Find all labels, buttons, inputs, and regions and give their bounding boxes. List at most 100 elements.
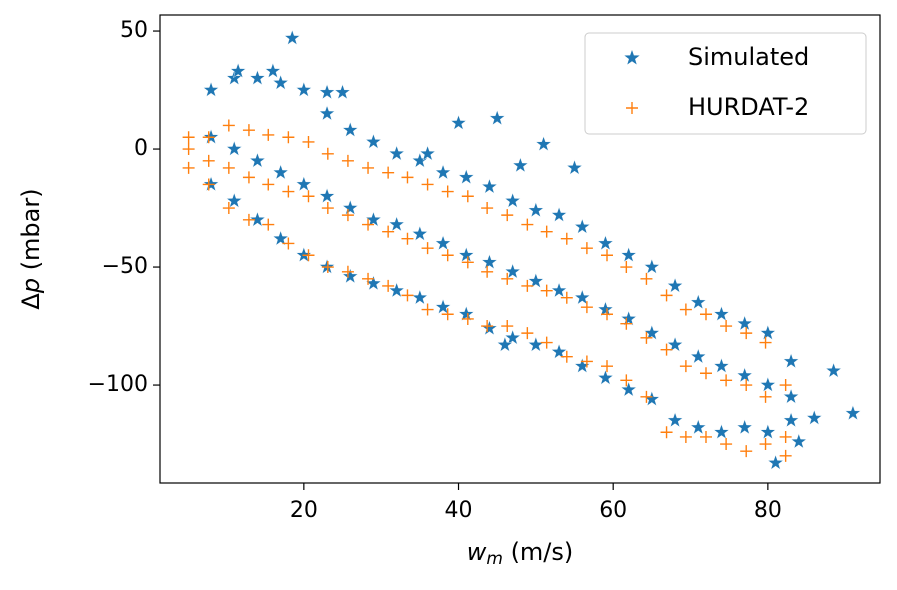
hurdat-point — [560, 291, 573, 304]
x-axis-label: wm (m/s) — [467, 538, 574, 569]
simulated-point — [365, 211, 382, 227]
simulated-point — [643, 258, 661, 275]
simulated-point — [666, 277, 684, 293]
simulated-point — [597, 300, 614, 317]
hurdat-point — [282, 131, 295, 144]
simulated-point — [825, 362, 842, 378]
simulated-point — [419, 145, 436, 161]
hurdat-point — [441, 249, 454, 262]
hurdat-point — [620, 374, 633, 387]
y-label-var: p — [17, 278, 45, 294]
hurdat-point — [521, 218, 534, 231]
simulated-point — [481, 178, 498, 194]
simulated-point — [736, 315, 753, 331]
simulated-point — [342, 199, 359, 216]
simulated-point — [388, 215, 405, 232]
simulated-point — [713, 305, 730, 322]
simulated-point — [597, 369, 614, 385]
simulated-point — [666, 336, 684, 352]
simulated-point — [806, 409, 823, 426]
simulated-point — [666, 411, 684, 428]
simulated-point — [790, 433, 807, 449]
hurdat-point — [521, 327, 534, 340]
simulated-point — [264, 62, 282, 79]
legend-marker — [626, 102, 638, 114]
simulated-point — [527, 272, 545, 289]
simulated-point — [759, 423, 777, 440]
simulated-point — [496, 336, 514, 352]
hurdat-point — [382, 166, 395, 179]
simulated-point — [574, 218, 591, 234]
hurdat-point — [759, 390, 772, 403]
hurdat-point — [262, 218, 275, 231]
hurdat-point — [222, 202, 235, 215]
hurdat-point — [382, 279, 395, 292]
hurdat-point — [222, 161, 235, 174]
x-label-var: w — [467, 538, 487, 566]
hurdat-point — [740, 327, 753, 340]
hurdat-point — [202, 178, 215, 191]
simulated-point — [272, 74, 289, 90]
simulated-point — [284, 29, 301, 46]
hurdat-point — [580, 242, 593, 255]
simulated-point — [458, 305, 475, 322]
hurdat-point — [321, 147, 334, 160]
hurdat-point — [242, 213, 255, 226]
hurdat-point — [601, 308, 614, 321]
hurdat-point — [501, 272, 514, 285]
simulated-point — [202, 128, 220, 145]
simulated-point — [411, 289, 429, 305]
y-axis-label: Δp (mbar) — [17, 188, 45, 309]
y-tick-label: 0 — [134, 136, 148, 161]
simulated-point — [450, 114, 467, 131]
simulated-point — [202, 175, 220, 192]
simulated-point — [458, 168, 475, 185]
x-tick-label: 60 — [599, 498, 627, 523]
hurdat-point — [321, 202, 334, 215]
hurdat-point — [421, 303, 434, 316]
hurdat-point — [501, 209, 514, 222]
hurdat-point — [759, 336, 772, 349]
simulated-point — [488, 109, 506, 126]
hurdat-point — [720, 374, 733, 387]
simulated-point — [782, 352, 800, 369]
x-tick-label: 40 — [445, 498, 473, 523]
simulated-point — [736, 367, 753, 383]
simulated-point — [272, 164, 289, 180]
hurdat-point — [421, 242, 434, 255]
hurdat-point — [262, 178, 275, 191]
hurdat-point — [540, 284, 553, 297]
hurdat-point — [660, 343, 673, 356]
legend-marker — [624, 50, 640, 65]
simulated-point — [334, 83, 351, 100]
hurdat-point — [560, 350, 573, 363]
simulated-point — [782, 388, 800, 404]
hurdat-point — [779, 430, 792, 443]
hurdat-point — [679, 360, 692, 373]
simulated-point — [620, 246, 637, 263]
hurdat-point — [441, 185, 454, 198]
hurdat-point — [421, 178, 434, 191]
simulated-point — [550, 343, 568, 359]
hurdat-point — [601, 249, 614, 262]
hurdat-point — [580, 301, 593, 314]
x-label-sub: m — [486, 549, 503, 569]
y-tick-label: 50 — [120, 18, 148, 43]
hurdat-point — [461, 256, 474, 269]
simulated-point — [566, 159, 583, 175]
hurdat-point — [242, 124, 255, 137]
simulated-point — [512, 156, 529, 173]
simulated-point — [202, 81, 220, 98]
simulated-point — [759, 376, 777, 393]
y-tick-label: −100 — [88, 372, 148, 397]
hurdat-point — [501, 320, 514, 333]
simulated-point — [844, 404, 862, 421]
hurdat-point — [242, 171, 255, 184]
hurdat-point — [182, 161, 195, 174]
hurdat-point — [660, 289, 673, 302]
hurdat-point — [620, 317, 633, 330]
hurdat-point — [640, 272, 653, 285]
hurdat-point — [262, 128, 275, 141]
simulated-point — [550, 206, 568, 223]
hurdat-point — [699, 308, 712, 321]
